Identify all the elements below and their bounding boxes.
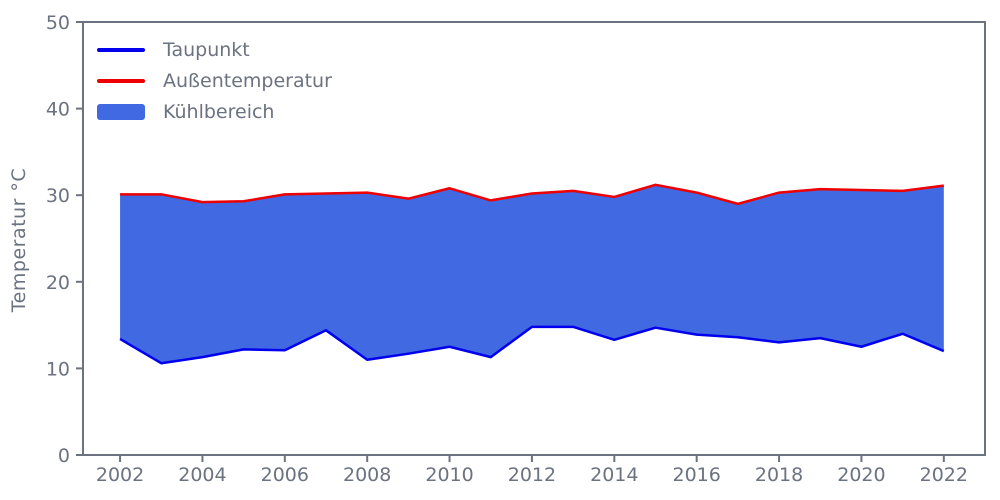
x-tick-label: 2018: [755, 464, 803, 486]
taupunkt-line: [119, 325, 945, 365]
aussentemperatur-line-swatch-icon: [97, 78, 145, 83]
x-tick-label: 2020: [837, 464, 885, 486]
kuehlbereich-area: [120, 184, 944, 364]
kuehlbereich-patch-swatch-icon: [97, 103, 145, 120]
x-tick-label: 2016: [673, 464, 721, 486]
plot-border: [82, 21, 986, 456]
legend-label-kuehlbereich: Kühlbereich: [163, 100, 275, 123]
legend-item-aussentemperatur: Außentemperatur: [97, 65, 332, 96]
aussentemperatur-line: [120, 183, 944, 206]
legend-item-kuehlbereich: Kühlbereich: [97, 96, 332, 127]
x-tick-label: 2014: [590, 464, 638, 486]
y-tick-label: 30: [46, 185, 70, 207]
x-tick-label: 2006: [261, 464, 309, 486]
legend-label-aussentemperatur: Außentemperatur: [163, 69, 332, 92]
chart-legend: Taupunkt Außentemperatur Kühlbereich: [97, 34, 332, 127]
y-tick-label: 0: [58, 445, 70, 467]
x-tick-label: 2022: [920, 464, 968, 486]
x-tick-label: 2008: [343, 464, 391, 486]
y-tick-label: 20: [46, 272, 70, 294]
x-tick-label: 2012: [508, 464, 556, 486]
legend-item-taupunkt: Taupunkt: [97, 34, 332, 65]
taupunkt-line-swatch-icon: [97, 47, 145, 52]
y-tick-label: 10: [46, 358, 70, 380]
x-tick-label: 2010: [425, 464, 473, 486]
y-axis-label: Temperatur °C: [8, 167, 30, 313]
x-tick-label: 2004: [178, 464, 226, 486]
y-tick-label: 50: [46, 12, 70, 34]
y-tick-label: 40: [46, 99, 70, 121]
x-tick-label: 2002: [96, 464, 144, 486]
legend-label-taupunkt: Taupunkt: [163, 38, 250, 61]
